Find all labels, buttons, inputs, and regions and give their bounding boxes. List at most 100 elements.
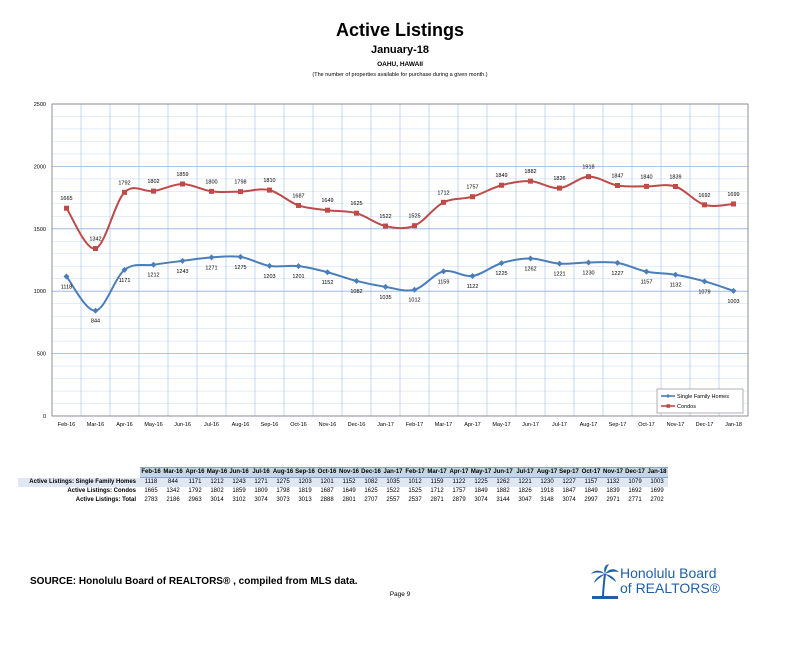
table-column-header: Aug-17 (536, 467, 558, 478)
x-tick-label: Sep-17 (609, 422, 627, 428)
y-tick-label: 500 (37, 352, 46, 358)
table-cell: 2707 (364, 497, 378, 503)
table-cell: 1649 (342, 488, 356, 494)
x-tick-label: May-17 (492, 422, 510, 428)
table-cell: 1227 (558, 477, 580, 487)
data-label: 1525 (408, 214, 420, 220)
table-cell: 3102 (232, 497, 246, 503)
table-cell: 1171 (184, 477, 206, 487)
table-cell: 2879 (452, 497, 466, 503)
table-cell: 1918 (540, 488, 554, 494)
chart-note: (The number of properties available for … (312, 72, 488, 78)
table-row-label: Active Listings: Condos (67, 488, 136, 494)
data-label: 1625 (350, 201, 362, 207)
table-cell: 1692 (628, 488, 642, 494)
table-cell: 1152 (338, 477, 360, 487)
x-tick-label: Feb-17 (406, 422, 423, 428)
data-label: 1840 (640, 174, 652, 180)
table-cell: 1271 (250, 477, 272, 487)
data-label: 1212 (147, 273, 159, 279)
table-column-header: Jan-17 (382, 467, 404, 478)
table-column-header: Apr-16 (184, 467, 206, 478)
data-label: 1275 (234, 265, 246, 271)
table-cell: 1839 (606, 488, 620, 494)
table-cell: 1849 (584, 488, 598, 494)
data-point (208, 254, 215, 261)
data-point (615, 182, 620, 188)
data-point (556, 260, 563, 267)
line-chart: 0 500 1000 1500 2000 2500 Feb-16 Mar-16 Apr-16 Ma… (34, 102, 749, 428)
table-row-label: Active Listings: Total (75, 497, 136, 503)
data-label: 1230 (582, 270, 594, 276)
y-tick-label: 2000 (34, 164, 46, 170)
table-cell: 2971 (606, 497, 620, 503)
legend-label: Condos (677, 404, 696, 410)
x-tick-label: Aug-16 (232, 422, 250, 428)
data-point (382, 283, 389, 290)
data-label: 1132 (670, 283, 682, 289)
table-row: Active Listings: Total 2783 2186 2963 3014 31… (18, 496, 668, 505)
data-point (557, 185, 562, 191)
table-column-header: Jan-18 (646, 467, 668, 478)
data-point (209, 188, 214, 194)
table-cell: 1243 (228, 477, 250, 487)
data-point (644, 183, 649, 189)
table-column-header: Feb-17 (404, 467, 426, 478)
data-point (122, 189, 127, 195)
x-tick-label: Jan-17 (377, 422, 394, 428)
data-label: 1810 (263, 178, 275, 184)
data-label: 1826 (553, 176, 565, 182)
data-label: 1649 (321, 198, 333, 204)
y-tick-label: 1500 (34, 227, 46, 233)
palm-tree-icon (591, 564, 619, 599)
data-label: 1665 (60, 196, 72, 202)
table-cell: 844 (162, 477, 184, 487)
data-label: 1171 (119, 278, 131, 284)
plot-border (51, 103, 749, 417)
y-tick-label: 1000 (34, 289, 46, 295)
data-label: 1243 (176, 269, 188, 275)
table-cell: 1522 (386, 488, 400, 494)
table-cell: 1122 (448, 477, 470, 487)
x-tick-label: Jul-17 (552, 422, 567, 428)
table-cell: 3013 (298, 497, 312, 503)
table-column-header: Oct-17 (580, 467, 602, 478)
table-cell: 1201 (316, 477, 338, 487)
data-point (730, 287, 737, 294)
table-column-header: Sep-16 (294, 467, 316, 478)
data-label: 1227 (611, 271, 623, 277)
data-label: 1157 (641, 280, 653, 286)
data-label: 1152 (322, 280, 334, 286)
table-cell: 2801 (342, 497, 356, 503)
table-cell: 1230 (536, 477, 558, 487)
table-column-header: Sep-17 (558, 467, 580, 478)
x-tick-label: Jun-17 (522, 422, 539, 428)
data-point (440, 268, 447, 275)
data-point (528, 178, 533, 184)
table-column-header: May-16 (206, 467, 228, 478)
table-column-header: Mar-16 (162, 467, 184, 478)
legend-marker (666, 404, 671, 408)
table-cell: 1847 (562, 488, 576, 494)
data-label: 1692 (698, 193, 710, 199)
logo-line-1: Honolulu Board (620, 565, 717, 581)
data-point (325, 207, 330, 213)
data-label: 1122 (467, 284, 479, 290)
table-column-header: Jul-16 (250, 467, 272, 478)
data-label: 1262 (524, 267, 536, 273)
table-cell: 2783 (144, 497, 158, 503)
x-tick-label: Dec-16 (348, 422, 366, 428)
data-label: 1522 (379, 214, 391, 220)
data-point (354, 210, 359, 216)
table-cell: 1882 (496, 488, 510, 494)
x-tick-label: Mar-16 (87, 422, 104, 428)
data-label: 1849 (495, 173, 507, 179)
data-label: 1882 (524, 169, 536, 175)
data-label: 1225 (495, 271, 507, 277)
table-cell: 1159 (426, 477, 448, 487)
table-cell: 3144 (496, 497, 510, 503)
table-cell: 2963 (188, 497, 202, 503)
table-cell: 2871 (430, 497, 444, 503)
table-cell: 2186 (166, 497, 180, 503)
table-cell: 1699 (650, 488, 664, 494)
